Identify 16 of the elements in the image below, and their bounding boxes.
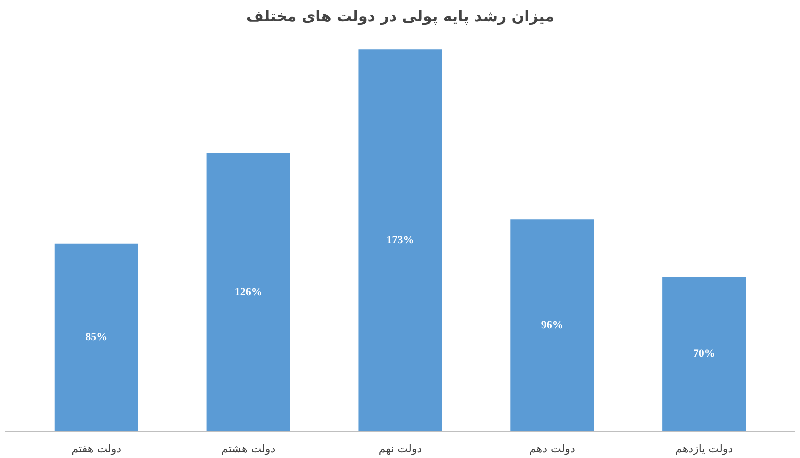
bar: [358, 50, 442, 432]
bar: [206, 153, 290, 432]
data-label: 126%: [234, 286, 262, 298]
x-tick-label: دولت هشتم: [222, 442, 276, 456]
bar: [54, 244, 138, 432]
data-label: 85%: [86, 332, 108, 344]
data-label: 96%: [541, 320, 564, 332]
x-tick-label: دولت نهم: [378, 442, 422, 456]
data-label: 70%: [693, 348, 716, 360]
x-tick-label: دولت یازدهم: [676, 442, 734, 456]
x-tick-label: دولت هفتم: [72, 442, 122, 456]
x-tick-label: دولت دهم: [529, 442, 576, 456]
chart-title: میزان رشد پایه پولی در دولت های مختلف: [246, 8, 554, 26]
bar: [662, 276, 746, 432]
data-label: 173%: [386, 234, 414, 247]
bar: [510, 220, 594, 432]
